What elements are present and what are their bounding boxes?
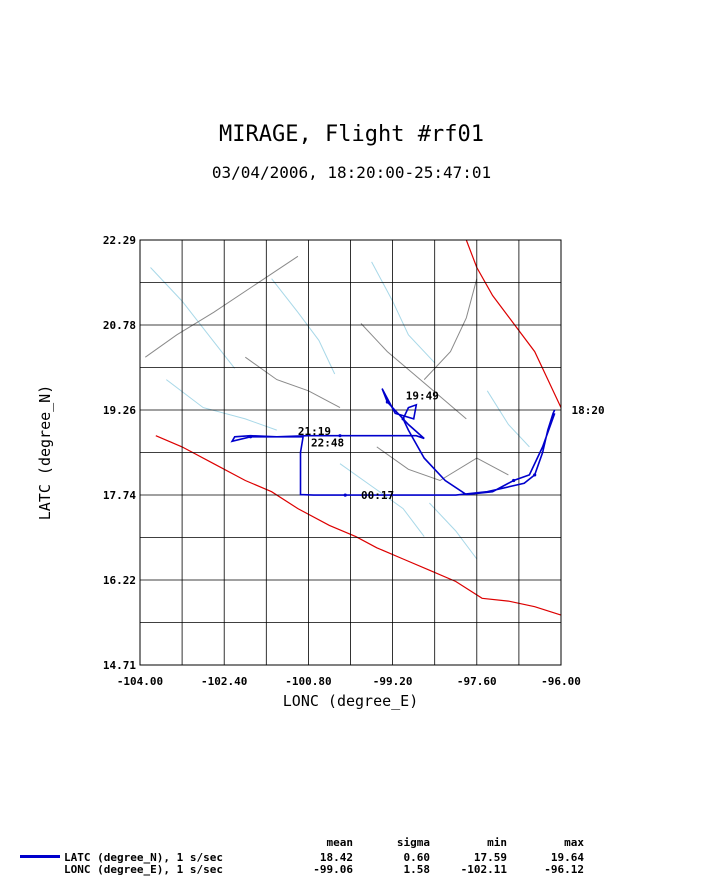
border-3 (376, 446, 509, 482)
stats-row-latc: LATC (degree_N), 1 s/sec 18.42 0.60 17.5… (0, 851, 703, 864)
x-tick-label: -104.00 (117, 675, 163, 688)
x-tick-label: -99.20 (373, 675, 413, 688)
stat-lonc-max: -96.12 (544, 863, 584, 876)
grid-layer (139, 239, 562, 666)
x-axis-label: LONC (degree_E) (283, 692, 418, 710)
y-tick-label: 16.22 (103, 574, 136, 587)
stat-latc-max: 19.64 (550, 851, 584, 864)
river-4 (429, 502, 478, 560)
stat-latc-min: 17.59 (473, 851, 507, 864)
time-label: 22:48 (311, 436, 344, 449)
border-4 (423, 278, 478, 380)
x-tick-label: -96.00 (541, 675, 581, 688)
stats-header-mean: mean (326, 836, 354, 849)
chart-title: MIRAGE, Flight #rf01 (219, 122, 484, 147)
time-label: 00:17 (361, 489, 394, 502)
legend-swatch-track (20, 855, 60, 858)
map-layer (145, 239, 562, 616)
time-label: 21:19 (298, 425, 331, 438)
track-layer (230, 388, 556, 497)
track-point (385, 400, 389, 404)
track-point (343, 493, 347, 497)
y-tick-label: 19.26 (103, 404, 136, 417)
border-0 (145, 255, 299, 358)
stats-row-lonc: LONC (degree_E), 1 s/sec -99.06 1.58 -10… (0, 863, 703, 876)
y-axis-label: LATC (degree_N) (36, 385, 54, 520)
coastline-west (155, 435, 562, 616)
axes-layer: -104.00 -102.40 -100.80 -99.20 -97.60 -96.00 1… (36, 234, 581, 710)
y-tick-label: 20.78 (103, 319, 136, 332)
stat-latc-sigma: 0.60 (403, 851, 431, 864)
border-2 (360, 323, 467, 420)
legend-label-lonc: LONC (degree_E), 1 s/sec (64, 863, 223, 876)
border-1 (245, 356, 341, 409)
time-label: 19:49 (406, 389, 439, 402)
coastline-east (465, 239, 562, 408)
stats-header-max: max (564, 836, 584, 849)
river-1 (271, 278, 336, 375)
time-label: 18:20 (572, 404, 605, 417)
flight-track-line (230, 388, 556, 496)
x-tick-label: -102.40 (201, 675, 247, 688)
plot-frame (139, 239, 562, 666)
stat-latc-mean: 18.42 (319, 851, 353, 864)
stats-header-min: min (487, 836, 507, 849)
track-point (401, 417, 405, 421)
stat-lonc-min: -102.11 (460, 863, 507, 876)
track-point (248, 435, 253, 439)
track-point (533, 473, 537, 477)
stats-header-row: mean sigma min max (0, 836, 703, 849)
stats-header-sigma: sigma (396, 836, 430, 849)
y-tick-label: 22.29 (103, 234, 136, 247)
legend-label-latc: LATC (degree_N), 1 s/sec (64, 851, 223, 864)
stat-lonc-sigma: 1.58 (403, 863, 431, 876)
track-point (512, 478, 516, 483)
y-tick-label: 14.71 (103, 659, 136, 672)
river-0 (150, 267, 236, 369)
x-tick-label: -97.60 (457, 675, 497, 688)
x-tick-label: -100.80 (285, 675, 331, 688)
river-2 (371, 261, 436, 364)
y-tick-label: 17.74 (103, 489, 136, 502)
chart-subtitle: 03/04/2006, 18:20:00-25:47:01 (211, 163, 492, 182)
river-5 (339, 463, 425, 537)
river-6 (486, 390, 530, 448)
river-3 (165, 379, 277, 431)
stat-lonc-mean: -99.06 (313, 863, 353, 876)
track-point (338, 434, 342, 438)
